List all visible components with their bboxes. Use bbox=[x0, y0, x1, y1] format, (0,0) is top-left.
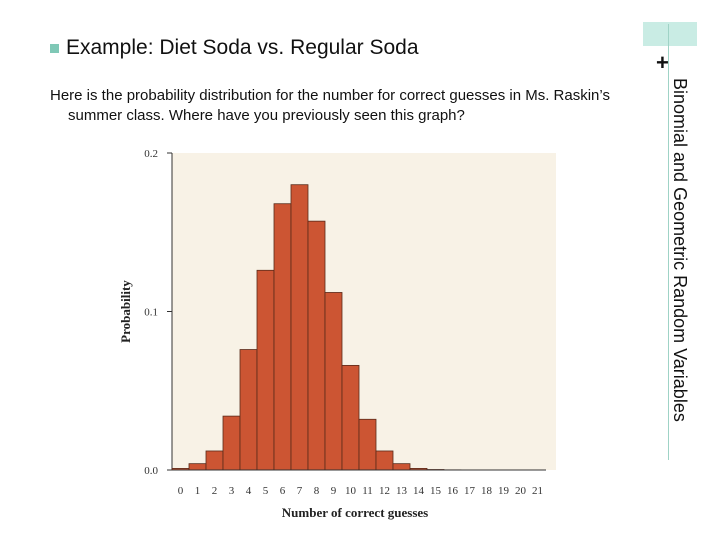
histogram-bar bbox=[222, 415, 241, 471]
x-tick-label: 20 bbox=[515, 485, 527, 497]
accent-line bbox=[668, 24, 669, 460]
x-tick-label: 18 bbox=[481, 485, 493, 497]
histogram-bar bbox=[392, 463, 411, 471]
histogram-bar bbox=[307, 220, 326, 471]
y-axis-label: Probability bbox=[118, 280, 133, 343]
histogram-bar bbox=[324, 292, 343, 471]
x-tick-label: 8 bbox=[314, 485, 320, 497]
y-tick-label: 0.2 bbox=[144, 148, 158, 160]
body-line-2: summer class. Where have you previously … bbox=[68, 107, 465, 124]
slide-title: Example: Diet Soda vs. Regular Soda bbox=[66, 36, 419, 59]
x-tick-label: 5 bbox=[263, 485, 269, 497]
x-tick-label: 1 bbox=[195, 485, 201, 497]
x-tick-label: 19 bbox=[498, 485, 510, 497]
y-tick-label: 0.0 bbox=[144, 465, 158, 477]
histogram-bar bbox=[239, 349, 258, 471]
histogram-bar bbox=[341, 364, 360, 471]
histogram-bar bbox=[273, 203, 292, 471]
x-tick-label: 12 bbox=[379, 485, 390, 497]
x-tick-label: 6 bbox=[280, 485, 286, 497]
histogram-bar bbox=[375, 450, 394, 471]
x-tick-label: 2 bbox=[212, 485, 218, 497]
x-tick-label: 16 bbox=[447, 485, 459, 497]
x-tick-label: 10 bbox=[345, 485, 357, 497]
histogram-bar bbox=[290, 184, 309, 471]
x-tick-label: 7 bbox=[297, 485, 303, 497]
y-tick-label: 0.1 bbox=[144, 307, 158, 319]
histogram-bar bbox=[205, 450, 224, 471]
x-tick-label: 0 bbox=[178, 485, 184, 497]
x-tick-label: 15 bbox=[430, 485, 442, 497]
x-tick-label: 21 bbox=[532, 485, 543, 497]
body-line-1: Here is the probability distribution for… bbox=[50, 87, 610, 104]
x-tick-label: 11 bbox=[362, 485, 373, 497]
histogram-bar bbox=[358, 418, 377, 471]
plus-mark: + bbox=[656, 50, 669, 75]
accent-bar bbox=[643, 22, 697, 46]
x-tick-label: 9 bbox=[331, 485, 337, 497]
x-tick-label: 4 bbox=[246, 485, 252, 497]
body-text: Here is the probability distribution for… bbox=[50, 86, 655, 126]
bullet-square-icon bbox=[50, 44, 59, 53]
histogram-bar bbox=[256, 269, 275, 471]
x-axis-label: Number of correct guesses bbox=[282, 505, 428, 520]
x-tick-label: 3 bbox=[229, 485, 235, 497]
x-tick-label: 14 bbox=[413, 485, 425, 497]
histogram-bar bbox=[188, 463, 207, 471]
x-tick-label: 13 bbox=[396, 485, 408, 497]
x-tick-label: 17 bbox=[464, 485, 476, 497]
